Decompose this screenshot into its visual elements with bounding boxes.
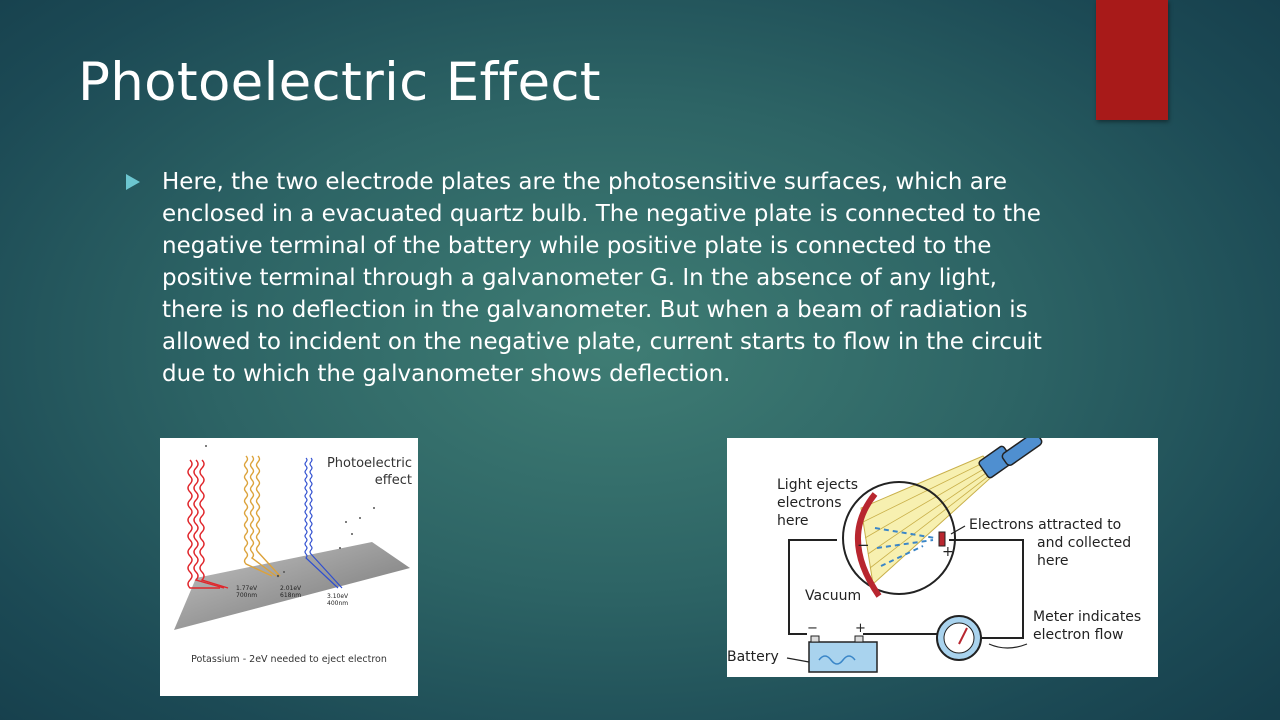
apparatus-illustration: − + − + Light ejects electrons here Elec… (727, 438, 1141, 673)
triangle-bullet-icon (126, 174, 140, 190)
orange-wave-wavelength-label: 618nm (280, 592, 301, 599)
label-light-ejects-line1: Light ejects (777, 477, 858, 493)
potassium-plate (174, 542, 410, 630)
circuit-wire (788, 539, 1024, 639)
vacuum-bulb (842, 481, 956, 595)
figure-left-caption: Potassium - 2eV needed to eject electron (191, 654, 387, 665)
flashlight-icon (978, 438, 1043, 479)
label-attracted-line3: here (1037, 553, 1069, 569)
label-attracted-line1: Electrons attracted to (969, 517, 1121, 533)
negative-plate (854, 492, 882, 598)
battery-icon (808, 635, 878, 673)
ejected-electrons (205, 445, 375, 578)
bulb-minus-sign: − (857, 536, 870, 554)
bulb-plus-sign: + (942, 544, 954, 560)
photoelectric-waves-illustration: Photoelectric effect 1.77eV 700nm 2.01eV… (174, 445, 412, 665)
photoelectric-apparatus-diagram: − + − + Light ejects electrons here Elec… (727, 438, 1158, 677)
label-light-ejects-line2: electrons (777, 495, 841, 511)
orange-wave-energy-label: 2.01eV (280, 585, 302, 592)
beam-rays (862, 461, 996, 569)
blue-wave-bundle (304, 457, 343, 589)
label-vacuum: Vacuum (805, 588, 861, 604)
label-light-ejects-line3: here (777, 513, 809, 529)
label-meter-line1: Meter indicates (1033, 609, 1141, 625)
collector-arrow (950, 525, 966, 535)
orange-wave-bundle (243, 455, 281, 577)
battery-arrow (786, 657, 810, 663)
red-wave-energy-label: 1.77eV (236, 585, 258, 592)
photoelectric-effect-image: Photoelectric effect 1.77eV 700nm 2.01eV… (160, 438, 418, 696)
figure-left-heading-line1: Photoelectric (327, 456, 412, 471)
red-wave-wavelength-label: 700nm (236, 592, 257, 599)
meter-arrow (988, 643, 1028, 649)
label-attracted-line2: and collected (1037, 535, 1131, 551)
red-wave-bundle (187, 459, 229, 589)
meter-gauge-icon (936, 615, 982, 661)
blue-wave-energy-label: 3.10eV (327, 593, 349, 600)
accent-bar (1096, 0, 1168, 120)
battery-plus-sign: + (855, 621, 866, 636)
battery-minus-sign: − (807, 621, 818, 636)
bullet-item: Here, the two electrode plates are the p… (126, 166, 1046, 390)
bullet-text: Here, the two electrode plates are the p… (162, 169, 1042, 387)
figure-left-heading-line2: effect (375, 473, 412, 488)
collector-plate (938, 531, 946, 547)
label-battery: Battery (727, 649, 779, 665)
slide-title: Photoelectric Effect (78, 52, 601, 113)
label-meter-line2: electron flow (1033, 627, 1123, 643)
blue-wave-wavelength-label: 400nm (327, 600, 348, 607)
electron-paths (874, 527, 936, 567)
